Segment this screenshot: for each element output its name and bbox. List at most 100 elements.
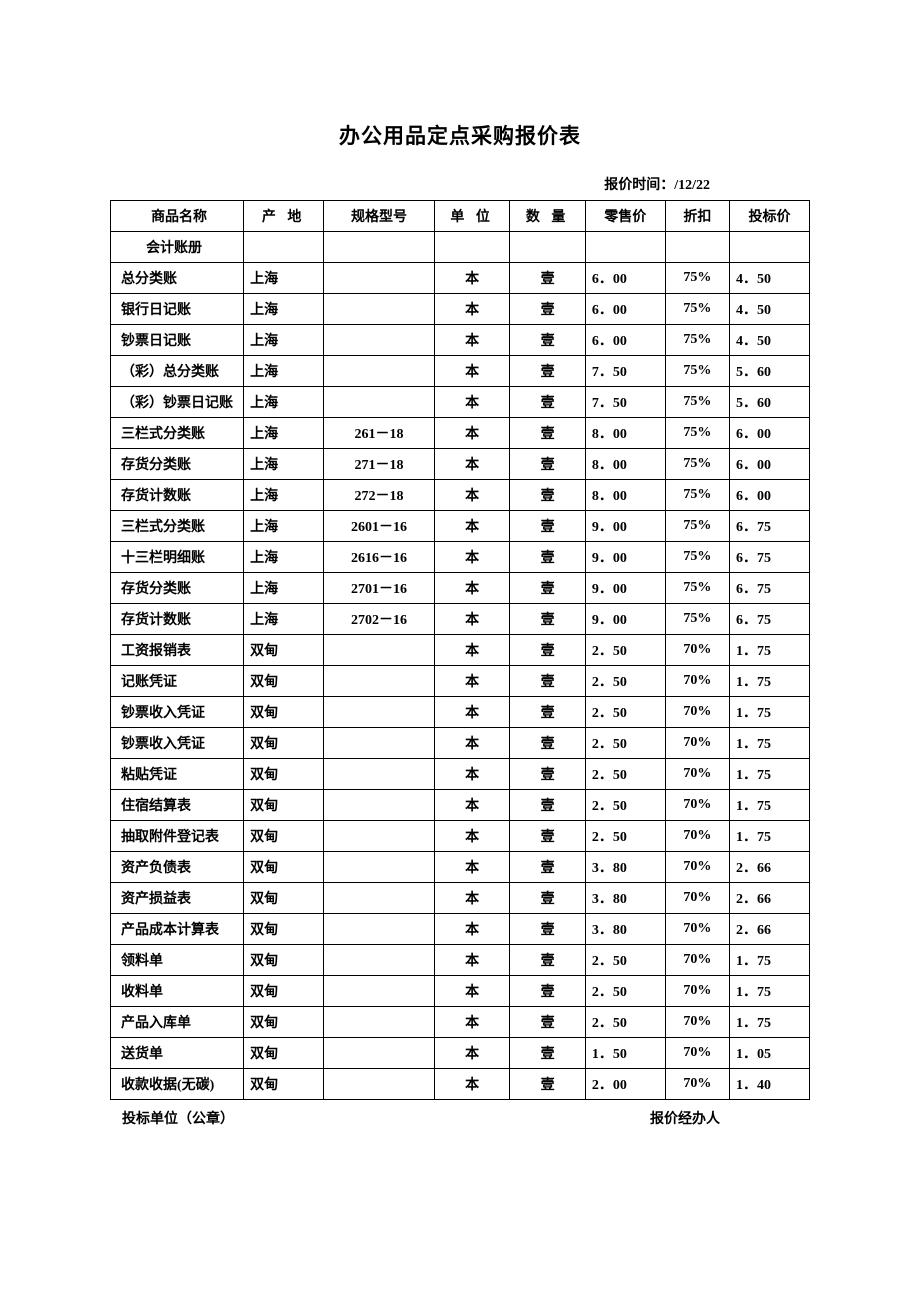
cell-spec [324, 759, 435, 790]
quote-table: 商品名称 产 地 规格型号 单 位 数 量 零售价 折扣 投标价 会计账册总分类… [110, 200, 810, 1100]
cell-discount: 70% [665, 852, 729, 883]
cell-retail: 2．50 [585, 728, 665, 759]
cell-qty: 壹 [510, 480, 585, 511]
footer-left: 投标单位（公章） [122, 1108, 650, 1128]
cell-spec [324, 945, 435, 976]
cell-bid: 5．60 [730, 387, 810, 418]
cell-origin: 双甸 [244, 790, 324, 821]
cell-qty: 壹 [510, 449, 585, 480]
cell-discount: 70% [665, 883, 729, 914]
col-header-retail: 零售价 [585, 201, 665, 232]
cell-retail: 2．50 [585, 821, 665, 852]
table-row: 钞票收入凭证双甸本壹2．5070%1．75 [111, 728, 810, 759]
table-row: 产品入库单双甸本壹2．5070%1．75 [111, 1007, 810, 1038]
cell-retail: 9．00 [585, 573, 665, 604]
cell-origin: 上海 [244, 418, 324, 449]
cell-origin: 双甸 [244, 759, 324, 790]
cell-bid: 4．50 [730, 325, 810, 356]
cell-retail: 6．00 [585, 325, 665, 356]
cell-unit: 本 [434, 821, 509, 852]
cell-qty: 壹 [510, 666, 585, 697]
cell-bid: 2．66 [730, 914, 810, 945]
cell-name: 存货分类账 [111, 573, 244, 604]
cell-qty: 壹 [510, 418, 585, 449]
cell-name: 送货单 [111, 1038, 244, 1069]
cell-origin: 双甸 [244, 945, 324, 976]
cell-retail [585, 232, 665, 263]
cell-name: 存货分类账 [111, 449, 244, 480]
page-title: 办公用品定点采购报价表 [110, 120, 810, 150]
cell-retail: 9．00 [585, 604, 665, 635]
cell-retail: 2．50 [585, 697, 665, 728]
cell-spec [324, 852, 435, 883]
cell-spec [324, 790, 435, 821]
cell-discount: 75% [665, 542, 729, 573]
cell-unit: 本 [434, 945, 509, 976]
cell-retail: 3．80 [585, 883, 665, 914]
cell-spec [324, 263, 435, 294]
cell-spec: 272－18 [324, 480, 435, 511]
cell-discount: 70% [665, 697, 729, 728]
cell-retail: 8．00 [585, 418, 665, 449]
table-row: （彩）总分类账上海本壹7．5075%5．60 [111, 356, 810, 387]
footer: 投标单位（公章） 报价经办人 [110, 1108, 810, 1128]
cell-name: 十三栏明细账 [111, 542, 244, 573]
cell-origin [244, 232, 324, 263]
cell-discount: 70% [665, 635, 729, 666]
cell-qty: 壹 [510, 697, 585, 728]
cell-unit: 本 [434, 1038, 509, 1069]
cell-retail: 2．00 [585, 1069, 665, 1100]
cell-name: 产品成本计算表 [111, 914, 244, 945]
cell-bid: 2．66 [730, 852, 810, 883]
cell-discount: 75% [665, 387, 729, 418]
cell-discount: 70% [665, 821, 729, 852]
cell-name: 钞票日记账 [111, 325, 244, 356]
cell-spec [324, 232, 435, 263]
cell-name: 住宿结算表 [111, 790, 244, 821]
cell-bid: 1．75 [730, 666, 810, 697]
cell-name: 产品入库单 [111, 1007, 244, 1038]
cell-discount: 75% [665, 356, 729, 387]
cell-unit: 本 [434, 728, 509, 759]
cell-bid: 6．75 [730, 542, 810, 573]
cell-bid: 6．75 [730, 511, 810, 542]
cell-discount: 75% [665, 449, 729, 480]
cell-spec [324, 728, 435, 759]
cell-origin: 上海 [244, 511, 324, 542]
cell-origin: 上海 [244, 356, 324, 387]
table-row: 存货分类账上海271－18本壹8．0075%6．00 [111, 449, 810, 480]
cell-unit: 本 [434, 914, 509, 945]
cell-name: 领料单 [111, 945, 244, 976]
table-row: 十三栏明细账上海2616－16本壹9．0075%6．75 [111, 542, 810, 573]
cell-discount: 75% [665, 604, 729, 635]
cell-name: 银行日记账 [111, 294, 244, 325]
table-row: 领料单双甸本壹2．5070%1．75 [111, 945, 810, 976]
table-row: 钞票收入凭证双甸本壹2．5070%1．75 [111, 697, 810, 728]
cell-origin: 上海 [244, 263, 324, 294]
table-row: 银行日记账上海本壹6．0075%4．50 [111, 294, 810, 325]
cell-bid: 1．05 [730, 1038, 810, 1069]
cell-unit: 本 [434, 1007, 509, 1038]
cell-bid: 1．75 [730, 1007, 810, 1038]
cell-discount: 70% [665, 914, 729, 945]
col-header-discount: 折扣 [665, 201, 729, 232]
cell-bid: 1．75 [730, 945, 810, 976]
cell-qty: 壹 [510, 387, 585, 418]
col-header-name: 商品名称 [111, 201, 244, 232]
cell-spec [324, 1069, 435, 1100]
cell-unit: 本 [434, 387, 509, 418]
cell-discount: 75% [665, 325, 729, 356]
cell-origin: 双甸 [244, 666, 324, 697]
cell-spec [324, 976, 435, 1007]
cell-qty: 壹 [510, 542, 585, 573]
cell-name: （彩）钞票日记账 [111, 387, 244, 418]
cell-unit: 本 [434, 511, 509, 542]
cell-retail: 2．50 [585, 790, 665, 821]
cell-name: 存货计数账 [111, 480, 244, 511]
table-row: 资产损益表双甸本壹3．8070%2．66 [111, 883, 810, 914]
cell-name: 粘贴凭证 [111, 759, 244, 790]
col-header-bid: 投标价 [730, 201, 810, 232]
cell-discount: 75% [665, 294, 729, 325]
cell-discount: 70% [665, 790, 729, 821]
table-row: （彩）钞票日记账上海本壹7．5075%5．60 [111, 387, 810, 418]
